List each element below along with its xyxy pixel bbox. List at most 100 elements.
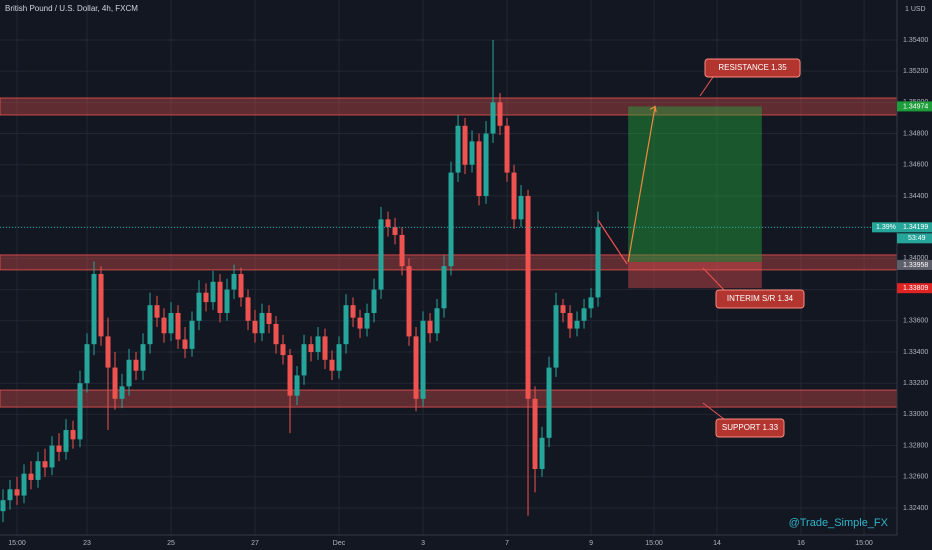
body: [595, 227, 601, 298]
body: [371, 289, 377, 313]
body: [455, 125, 461, 173]
price-tag: [897, 259, 932, 270]
body: [77, 383, 83, 440]
body: [98, 273, 104, 337]
y-tick-label: 1.34400: [903, 193, 928, 200]
x-tick-label: 15:00: [8, 540, 26, 547]
body: [392, 227, 398, 235]
y-tick-label: 1.34000: [903, 255, 928, 262]
price-tag: [897, 283, 932, 294]
body: [203, 292, 209, 303]
body: [343, 305, 349, 345]
callout-box: [704, 58, 801, 78]
body: [105, 336, 111, 368]
price-tag-label: 1.33809: [903, 285, 928, 292]
body: [0, 500, 6, 512]
callout-box: [715, 418, 785, 438]
callout: INTERIM S/R 1.34: [702, 267, 805, 309]
x-tick-label: 7: [505, 540, 509, 547]
body: [168, 312, 174, 334]
zones: [0, 97, 898, 408]
body: [525, 195, 531, 399]
body: [175, 312, 181, 340]
y-tick-label: 1.33600: [903, 318, 928, 325]
body: [308, 344, 314, 352]
body: [553, 305, 559, 368]
y-tick-label: 1.35200: [903, 68, 928, 75]
y-tick-label: 1.35400: [903, 37, 928, 44]
body: [476, 141, 482, 196]
countdown: 53:49: [908, 235, 926, 242]
grid: [0, 0, 897, 535]
zone: [0, 97, 898, 116]
body: [315, 336, 321, 352]
body: [210, 281, 216, 303]
body: [63, 429, 69, 452]
y-tick-label: 1.33400: [903, 349, 928, 356]
body: [413, 336, 419, 399]
target-arrow: [627, 106, 656, 263]
chart-title: British Pound / U.S. Dollar, 4h, FXCM: [5, 4, 138, 13]
price-tag-label: 1.33958: [903, 262, 928, 269]
body: [14, 489, 20, 496]
body: [287, 355, 293, 396]
body: [266, 312, 272, 324]
body: [217, 281, 223, 313]
body: [7, 489, 13, 501]
y-tick-label: 1.33200: [903, 380, 928, 387]
body: [196, 292, 202, 321]
body: [469, 141, 475, 165]
arrow-head: [649, 105, 657, 113]
arrow: [597, 219, 628, 265]
body: [399, 234, 405, 267]
body: [427, 320, 433, 334]
body: [112, 367, 118, 399]
x-tick-label: 27: [251, 540, 259, 547]
body: [91, 273, 97, 345]
body: [119, 386, 125, 399]
body: [378, 219, 384, 290]
x-tick-label: 23: [83, 540, 91, 547]
callout-label: RESISTANCE 1.35: [718, 63, 787, 72]
body: [406, 266, 412, 337]
y-tick-label: 1.32400: [903, 505, 928, 512]
body: [56, 445, 62, 452]
body: [35, 461, 41, 480]
body: [336, 344, 342, 371]
body: [518, 195, 524, 220]
body: [154, 305, 160, 318]
callout-box: [715, 289, 805, 309]
body: [161, 317, 167, 334]
y-tick-label: 1.32800: [903, 442, 928, 449]
body: [567, 312, 573, 329]
body: [273, 323, 279, 345]
x-tick-label: 3: [421, 540, 425, 547]
body: [441, 266, 447, 309]
callout-pointer: [699, 76, 714, 97]
callout-label: INTERIM S/R 1.34: [727, 294, 794, 303]
callout-label: SUPPORT 1.33: [722, 423, 779, 432]
body: [252, 320, 258, 334]
y-tick-label: 1.33000: [903, 411, 928, 418]
body: [350, 305, 356, 318]
body: [364, 312, 370, 329]
body: [385, 219, 391, 228]
body: [280, 344, 286, 356]
body: [245, 297, 251, 321]
body: [462, 125, 468, 165]
body: [532, 398, 538, 470]
price-tag: [897, 101, 932, 112]
body: [238, 273, 244, 298]
y-tick-label: 1.34800: [903, 130, 928, 137]
body: [70, 429, 76, 440]
y-tick-label: 1.34600: [903, 162, 928, 169]
watermark: @Trade_Simple_FX: [789, 517, 889, 529]
body: [434, 308, 440, 334]
body: [182, 339, 188, 349]
last-price: 1.34199: [903, 224, 928, 231]
body: [546, 367, 552, 438]
body: [294, 375, 300, 396]
body: [147, 305, 153, 345]
body: [497, 102, 503, 126]
